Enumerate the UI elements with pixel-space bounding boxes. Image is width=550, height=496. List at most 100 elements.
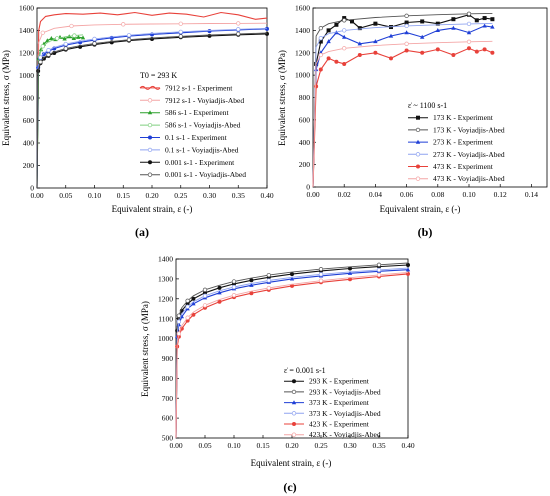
- series-line-a-5: [36, 27, 268, 189]
- x-tick-label: 0.14: [525, 190, 538, 199]
- data-point: [466, 30, 472, 35]
- data-point: [236, 21, 241, 26]
- data-point: [482, 16, 487, 21]
- panel-label-c: (c): [283, 480, 296, 494]
- x-tick-label: 0.05: [59, 191, 72, 200]
- data-point: [178, 21, 183, 26]
- x-tick-label: 0.20: [285, 441, 298, 450]
- x-tick-label: 0.10: [227, 441, 240, 450]
- legend-title: T0 = 293 K: [140, 71, 177, 80]
- series-line-a-0: [36, 11, 268, 189]
- data-point: [420, 50, 425, 55]
- data-point: [490, 17, 495, 22]
- data-point: [92, 36, 97, 42]
- data-point: [69, 23, 74, 29]
- series-line-b-2: [312, 25, 493, 188]
- data-point: [318, 272, 324, 277]
- y-axis-label-b: Equivalent stress, σ (MPa): [277, 50, 287, 146]
- y-tick-label: 600: [23, 116, 35, 125]
- data-point: [474, 18, 479, 23]
- series-line-c-5: [175, 272, 409, 439]
- data-point: [290, 272, 294, 277]
- data-point: [126, 33, 132, 38]
- data-point: [63, 41, 68, 47]
- data-point: [266, 272, 271, 278]
- data-point: [207, 29, 212, 34]
- data-point: [191, 296, 196, 301]
- data-point: [342, 18, 347, 23]
- y-tick-label: 0: [306, 183, 310, 192]
- x-axis-label-c: Equivalent strain, ε (-): [251, 458, 332, 468]
- legend-marker: [291, 389, 297, 395]
- data-point: [217, 285, 222, 290]
- legend-label: 586 s-1 - Experiment: [165, 108, 229, 117]
- legend-label: 293 K - Voyiadjis-Abed: [309, 387, 381, 396]
- data-point: [373, 39, 378, 44]
- data-point: [451, 52, 456, 57]
- legend-label: 273 K - Voyiadjis-Abed: [433, 150, 505, 159]
- data-point: [45, 38, 50, 43]
- legend-marker: [415, 176, 421, 181]
- data-point: [249, 278, 254, 283]
- y-tick-label: 400: [23, 139, 35, 148]
- x-tick-label: 0.15: [117, 191, 130, 200]
- x-tick-label: 0.00: [169, 441, 182, 450]
- y-axis-label-a: Equivalent stress, σ (MPa): [1, 50, 11, 146]
- data-point: [265, 26, 269, 31]
- data-point: [350, 19, 354, 24]
- data-point: [249, 282, 254, 287]
- data-point: [54, 36, 60, 41]
- legend-marker: [148, 160, 152, 165]
- data-point: [266, 278, 271, 283]
- data-point: [217, 299, 222, 304]
- data-point: [71, 35, 76, 40]
- legend-marker: [291, 400, 297, 405]
- data-point: [185, 315, 190, 320]
- data-point: [404, 13, 409, 18]
- y-axis-label-c: Equivalent stress, σ (MPa): [140, 301, 150, 397]
- legend-marker: [416, 115, 420, 120]
- data-point: [185, 298, 190, 303]
- data-point: [178, 34, 183, 39]
- legend-label: 173 K - Voyiadjis-Abed: [433, 125, 505, 134]
- legend-marker: [292, 422, 296, 426]
- y-tick-label: 1000: [19, 71, 34, 80]
- data-point: [373, 50, 378, 55]
- series-line-b-5: [312, 40, 493, 188]
- data-point: [265, 31, 269, 36]
- legend-label: 0.001 s-1 - Voyiadjis-Abed: [165, 170, 246, 179]
- series-line-c-3: [175, 267, 409, 439]
- legend-label: 586 s-1 - Voyiadjis-Abed: [165, 121, 241, 130]
- plot-frame-b: [312, 7, 548, 188]
- data-point: [38, 59, 43, 65]
- data-point: [334, 22, 339, 27]
- data-point: [326, 28, 331, 33]
- data-point: [126, 37, 132, 42]
- legend-marker: [415, 152, 421, 157]
- legend-label: 7912 s-1 - Voyiadjis-Abed: [165, 96, 244, 105]
- data-point: [314, 84, 319, 89]
- x-tick-label: 0.10: [462, 190, 475, 199]
- x-tick-label: 0.00: [306, 190, 319, 199]
- data-point: [405, 267, 411, 272]
- data-point: [41, 52, 46, 57]
- data-point: [203, 290, 207, 295]
- y-tick-label: 800: [299, 93, 311, 102]
- data-point: [376, 272, 382, 278]
- legend-label: 0.1 s-1 - Voyiadjis-Abed: [165, 145, 239, 154]
- y-tick-label: 0: [30, 184, 34, 193]
- data-point: [185, 304, 190, 309]
- data-point: [376, 267, 382, 273]
- data-point: [249, 291, 254, 296]
- legend-marker: [415, 139, 421, 144]
- data-point: [482, 23, 487, 28]
- y-tick-label: 1000: [158, 334, 173, 343]
- data-point: [318, 52, 323, 58]
- data-point: [466, 21, 472, 27]
- data-point: [347, 270, 353, 275]
- data-point: [376, 262, 382, 267]
- legend-marker: [291, 432, 297, 437]
- y-tick-label: 1400: [295, 26, 310, 35]
- data-point: [202, 293, 208, 298]
- data-point: [404, 23, 409, 29]
